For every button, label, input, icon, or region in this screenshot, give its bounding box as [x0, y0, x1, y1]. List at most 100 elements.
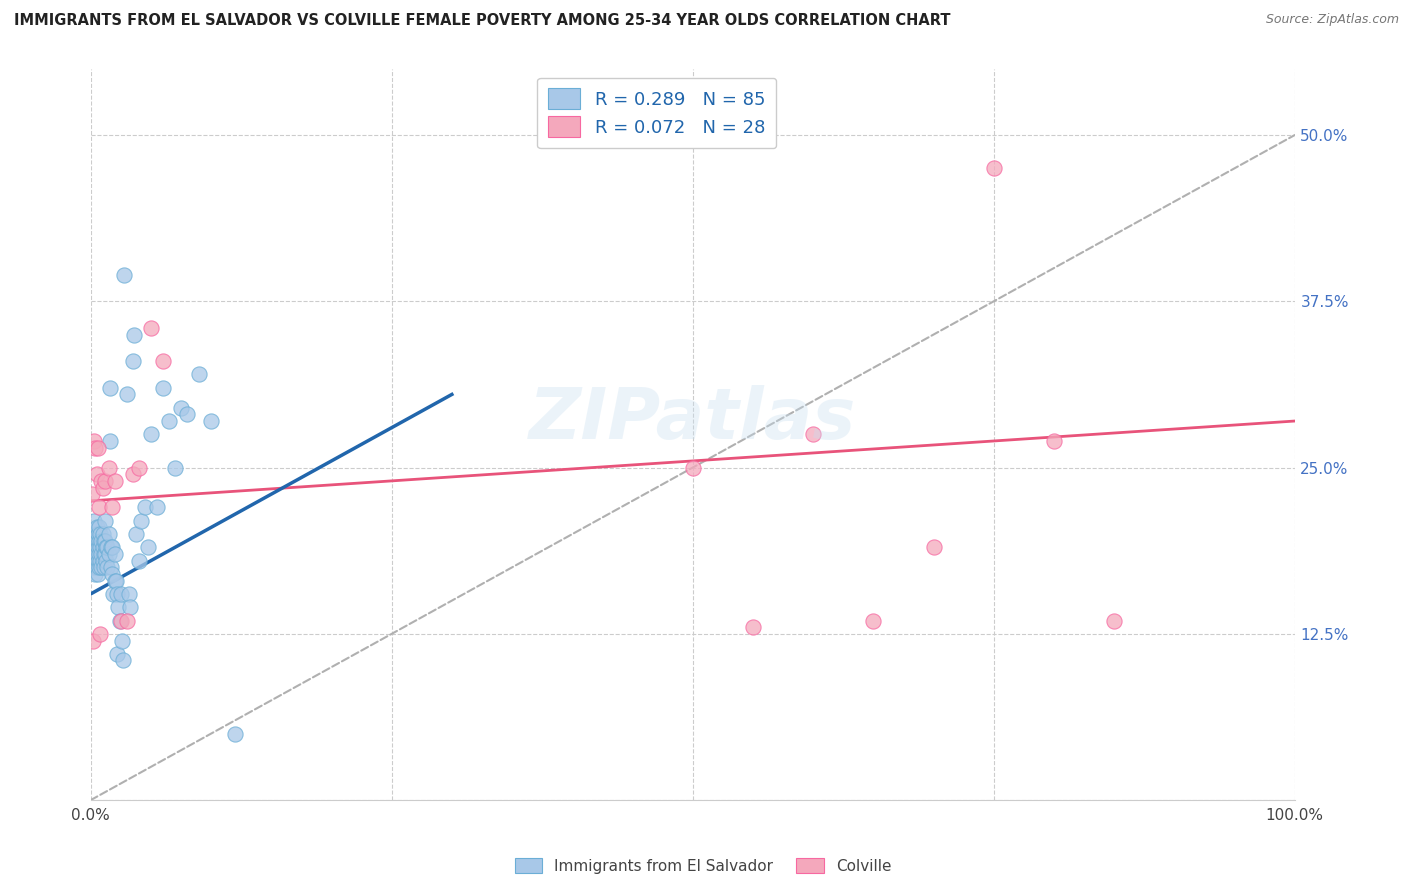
Point: [115, 387, 138, 401]
Point: [112, 268, 135, 282]
Point: [94, 547, 117, 561]
Point: [1043, 434, 1066, 448]
Point: [108, 614, 131, 628]
Point: [104, 574, 127, 588]
Text: Source: ZipAtlas.com: Source: ZipAtlas.com: [1265, 13, 1399, 27]
Point: [91, 527, 114, 541]
Point: [90, 474, 112, 488]
Point: [83, 434, 105, 448]
Point: [86, 533, 108, 548]
Point: [104, 547, 127, 561]
Point: [107, 600, 129, 615]
Legend: R = 0.289   N = 85, R = 0.072   N = 28: R = 0.289 N = 85, R = 0.072 N = 28: [537, 78, 776, 148]
Point: [96, 560, 118, 574]
Point: [90, 560, 112, 574]
Point: [110, 587, 132, 601]
Point: [128, 460, 150, 475]
Point: [94, 474, 117, 488]
Point: [93, 560, 115, 574]
Point: [101, 541, 124, 555]
Point: [128, 554, 150, 568]
Point: [94, 533, 117, 548]
Point: [138, 541, 160, 555]
Point: [104, 474, 127, 488]
Point: [100, 541, 122, 555]
Point: [139, 321, 162, 335]
Point: [129, 514, 152, 528]
Point: [224, 726, 246, 740]
Point: [121, 354, 143, 368]
Point: [86, 467, 108, 482]
Point: [80, 487, 103, 501]
Point: [93, 547, 115, 561]
Text: IMMIGRANTS FROM EL SALVADOR VS COLVILLE FEMALE POVERTY AMONG 25-34 YEAR OLDS COR: IMMIGRANTS FROM EL SALVADOR VS COLVILLE …: [14, 13, 950, 29]
Point: [862, 614, 884, 628]
Point: [105, 647, 128, 661]
Point: [112, 653, 135, 667]
Point: [87, 520, 110, 534]
Point: [83, 533, 105, 548]
Point: [94, 514, 117, 528]
Point: [801, 427, 824, 442]
Point: [98, 381, 121, 395]
Point: [125, 527, 148, 541]
Point: [80, 533, 103, 548]
Point: [87, 541, 110, 555]
Point: [89, 527, 111, 541]
Point: [176, 408, 198, 422]
Point: [86, 560, 108, 574]
Point: [101, 567, 124, 582]
Point: [80, 560, 103, 574]
Point: [682, 460, 704, 475]
Point: [91, 541, 114, 555]
Point: [152, 381, 174, 395]
Text: ZIPatlas: ZIPatlas: [529, 385, 856, 454]
Point: [110, 614, 132, 628]
Point: [82, 633, 104, 648]
Point: [91, 481, 114, 495]
Point: [188, 368, 211, 382]
Point: [82, 554, 104, 568]
Point: [134, 500, 156, 515]
Point: [89, 627, 111, 641]
Point: [163, 460, 186, 475]
Point: [120, 600, 142, 615]
Point: [83, 560, 105, 574]
Point: [101, 500, 124, 515]
Point: [115, 614, 138, 628]
Point: [87, 441, 110, 455]
Point: [86, 547, 108, 561]
Point: [80, 547, 103, 561]
Point: [87, 567, 110, 582]
Point: [111, 633, 134, 648]
Point: [82, 541, 104, 555]
Point: [983, 161, 1005, 176]
Point: [104, 574, 127, 588]
Point: [170, 401, 193, 415]
Point: [97, 527, 120, 541]
Point: [93, 533, 115, 548]
Point: [122, 327, 145, 342]
Point: [96, 554, 118, 568]
Point: [139, 427, 162, 442]
Point: [200, 414, 222, 428]
Point: [103, 587, 125, 601]
Legend: Immigrants from El Salvador, Colville: Immigrants from El Salvador, Colville: [509, 852, 897, 880]
Point: [96, 541, 118, 555]
Point: [90, 533, 112, 548]
Point: [157, 414, 180, 428]
Point: [152, 354, 174, 368]
Point: [86, 520, 108, 534]
Point: [87, 554, 110, 568]
Point: [121, 467, 143, 482]
Point: [84, 441, 107, 455]
Point: [96, 541, 118, 555]
Point: [1102, 614, 1125, 628]
Point: [146, 500, 169, 515]
Point: [87, 527, 110, 541]
Point: [84, 554, 107, 568]
Point: [87, 533, 110, 548]
Point: [87, 500, 110, 515]
Point: [82, 527, 104, 541]
Point: [100, 560, 122, 574]
